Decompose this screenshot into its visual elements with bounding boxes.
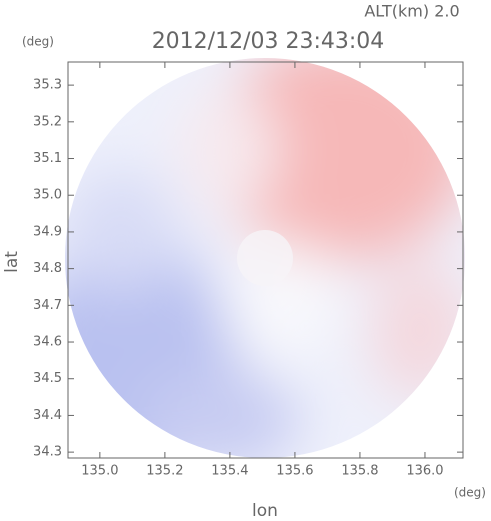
x-axis-label: lon (252, 501, 278, 521)
y-tick-label: 35.2 (33, 114, 62, 129)
chart-title: 2012/12/03 23:43:04 (152, 29, 385, 54)
plot-frame (67, 61, 464, 459)
y-unit: (deg) (22, 35, 54, 49)
y-tick-label: 34.9 (33, 224, 62, 239)
x-tick-label: 135.6 (276, 464, 313, 479)
y-tick-label: 34.7 (33, 298, 62, 313)
radar-field (65, 58, 465, 458)
y-tick-label: 34.5 (33, 371, 62, 386)
y-tick-label: 34.8 (33, 261, 62, 276)
x-tick-label: 135.4 (211, 464, 248, 479)
x-tick-label: 136.0 (406, 464, 443, 479)
y-tick-label: 34.6 (33, 335, 62, 350)
y-tick-label: 35.1 (33, 151, 62, 166)
x-tick-label: 135.8 (341, 464, 378, 479)
y-tick-label: 34.3 (33, 445, 62, 460)
y-tick-label: 34.4 (33, 408, 62, 423)
x-tick-label: 135.0 (81, 464, 118, 479)
x-tick-label: 135.2 (146, 464, 183, 479)
x-unit: (deg) (454, 486, 486, 500)
subtitle: ALT(km) 2.0 (364, 2, 459, 21)
y-axis-label: lat (2, 251, 22, 273)
y-tick-label: 35.3 (33, 78, 62, 93)
y-tick-label: 35.0 (33, 188, 62, 203)
